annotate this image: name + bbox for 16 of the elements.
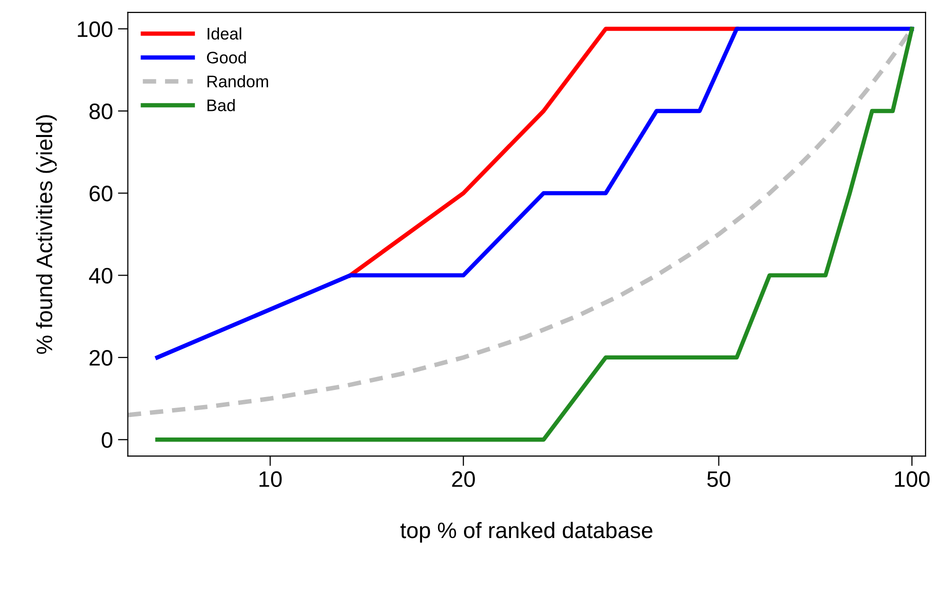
- x-tick-label: 100: [895, 471, 930, 487]
- y-tick-label: 0: [102, 432, 112, 448]
- legend-label: Ideal: [208, 27, 242, 40]
- y-tick-label: 60: [90, 186, 112, 202]
- x-tick-label: 50: [707, 471, 730, 487]
- x-axis-title: top % of ranked database: [400, 522, 652, 543]
- y-tick-label: 100: [78, 21, 112, 38]
- y-axis-title: % found Activities (yield): [36, 115, 57, 354]
- y-tick-label: 80: [89, 104, 112, 120]
- legend-label: Bad: [208, 99, 235, 112]
- y-tick-label: 40: [89, 268, 112, 284]
- y-tick-label: 20: [90, 350, 112, 366]
- legend-label: Good: [206, 51, 246, 64]
- legend-label: Random: [208, 75, 268, 88]
- x-tick-label: 20: [452, 471, 475, 487]
- x-tick-label: 10: [260, 471, 282, 487]
